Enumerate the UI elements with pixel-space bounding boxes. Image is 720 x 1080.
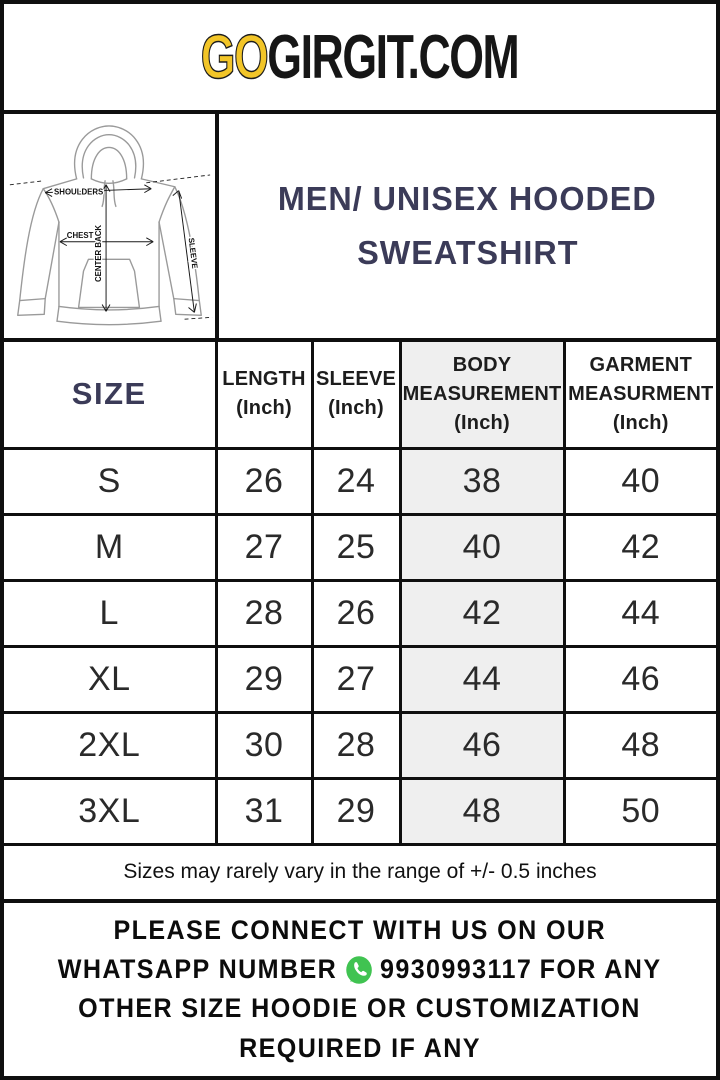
length-cell: 28	[214, 578, 314, 648]
size-cell: S	[4, 446, 218, 516]
footer-line2: WHATSAPP NUMBER 9930993117 FOR ANY	[58, 951, 662, 988]
product-title: MEN/ UNISEX HOODED SWEATSHIRT	[219, 114, 716, 338]
table-row-3xl: 3XL 31 29 48 50	[4, 776, 716, 846]
hoodie-line-art: SHOULDERS CHEST CENTER BACK SLEEVE	[9, 125, 213, 326]
length-cell: 27	[214, 512, 314, 582]
garment-cell: 40	[562, 446, 716, 516]
diagram-label-shoulders: SHOULDERS	[54, 188, 103, 197]
contact-footer: PLEASE CONNECT WITH US ON OUR WHATSAPP N…	[4, 903, 716, 1077]
col-header-size: SIZE	[4, 342, 218, 450]
sleeve-cell: 26	[310, 578, 402, 648]
sleeve-cell: 27	[310, 644, 402, 714]
table-header-row: SIZE LENGTH (Inch) SLEEVE (Inch) BODY ME…	[4, 342, 716, 450]
sleeve-cell: 29	[310, 776, 402, 846]
table-row-s: S 26 24 38 40	[4, 446, 716, 516]
hoodie-measurement-diagram: SHOULDERS CHEST CENTER BACK SLEEVE	[4, 114, 219, 338]
body-cell: 42	[398, 578, 566, 648]
length-cell: 30	[214, 710, 314, 780]
logo-suffix: GIRGIT.COM	[267, 22, 520, 92]
table-row-m: M 27 25 40 42	[4, 512, 716, 582]
table-row-xl: XL 29 27 44 46	[4, 644, 716, 714]
product-title-line2: SWEATSHIRT	[356, 234, 579, 271]
size-cell: XL	[4, 644, 218, 714]
body-cell: 46	[398, 710, 566, 780]
hero-section: SHOULDERS CHEST CENTER BACK SLEEVE MEN/ …	[4, 114, 716, 342]
diagram-label-chest: CHEST	[67, 231, 94, 240]
diagram-label-center-back: CENTER BACK	[94, 225, 103, 282]
sleeve-cell: 28	[310, 710, 402, 780]
logo-prefix: GO	[201, 22, 270, 93]
size-cell: 3XL	[4, 776, 218, 846]
col-header-sleeve: SLEEVE (Inch)	[310, 342, 402, 450]
sleeve-cell: 25	[310, 512, 402, 582]
sleeve-cell: 24	[310, 446, 402, 516]
footer-line2-post: FOR ANY	[540, 954, 662, 984]
size-chart-table: SIZE LENGTH (Inch) SLEEVE (Inch) BODY ME…	[4, 342, 716, 846]
garment-cell: 46	[562, 644, 716, 714]
col-header-body-measurement: BODY MEASUREMENT (Inch)	[398, 342, 566, 450]
diagram-label-sleeve: SLEEVE	[187, 237, 200, 269]
table-row-l: L 28 26 42 44	[4, 578, 716, 648]
size-cell: M	[4, 512, 218, 582]
body-cell: 38	[398, 446, 566, 516]
footer-line2-pre: WHATSAPP NUMBER	[58, 954, 338, 984]
brand-logo: GOGIRGIT.COM	[201, 22, 521, 93]
table-row-2xl: 2XL 30 28 46 48	[4, 710, 716, 780]
body-cell: 44	[398, 644, 566, 714]
garment-cell: 48	[562, 710, 716, 780]
garment-cell: 42	[562, 512, 716, 582]
brand-header: GOGIRGIT.COM	[4, 4, 716, 114]
product-title-line1: MEN/ UNISEX HOODED	[278, 179, 657, 217]
length-cell: 31	[214, 776, 314, 846]
footer-line3: OTHER SIZE HOODIE OR CUSTOMIZATION	[78, 993, 642, 1024]
body-cell: 48	[398, 776, 566, 846]
footer-line1: PLEASE CONNECT WITH US ON OUR	[113, 914, 607, 945]
length-cell: 26	[214, 446, 314, 516]
garment-cell: 44	[562, 578, 716, 648]
col-header-garment-measurment: GARMENT MEASURMENT (Inch)	[562, 342, 716, 450]
size-cell: L	[4, 578, 218, 648]
footer-line4: REQUIRED IF ANY	[239, 1032, 481, 1063]
size-cell: 2XL	[4, 710, 218, 780]
whatsapp-icon	[346, 955, 372, 984]
body-cell: 40	[398, 512, 566, 582]
size-tolerance-note: Sizes may rarely vary in the range of +/…	[4, 846, 716, 903]
whatsapp-phone-number: 9930993117	[380, 954, 533, 984]
length-cell: 29	[214, 644, 314, 714]
garment-cell: 50	[562, 776, 716, 846]
col-header-length: LENGTH (Inch)	[214, 342, 314, 450]
